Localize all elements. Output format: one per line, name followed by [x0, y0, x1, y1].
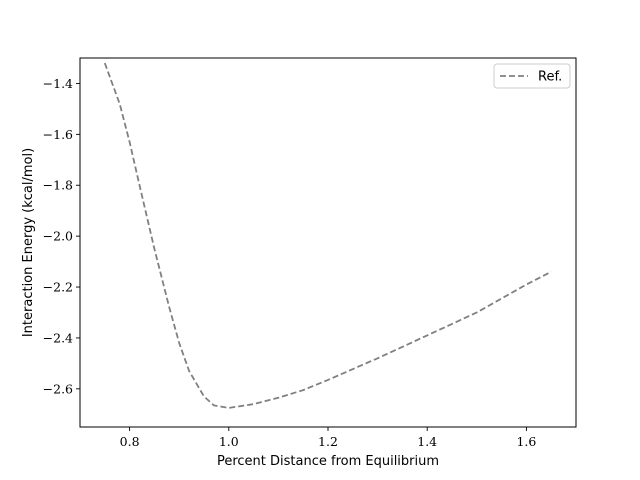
y-tick-label: −2.0 [43, 229, 73, 244]
y-axis: −1.4 −1.6 −1.8 −2.0 −2.2 −2.4 −2.6 [43, 76, 80, 396]
y-tick-label: −1.8 [43, 178, 73, 193]
x-axis-title: Percent Distance from Equilibrium [217, 454, 439, 469]
x-tick-label: 1.6 [516, 434, 536, 449]
series-line-0 [103, 62, 552, 409]
y-tick-label: −1.4 [43, 76, 73, 91]
legend: Ref. [493, 63, 571, 89]
x-tick-label: 1.4 [417, 434, 437, 449]
legend-box [493, 63, 571, 89]
y-axis-title: Interaction Energy (kcal/mol) [21, 148, 36, 337]
x-axis: 0.8 1.0 1.2 1.4 1.6 [120, 427, 536, 449]
x-tick-label: 1.2 [318, 434, 338, 449]
x-tick-label: 0.8 [120, 434, 140, 449]
x-tick-label: 1.0 [219, 434, 239, 449]
plot-frame [79, 57, 577, 428]
plot-area [79, 57, 577, 428]
y-tick-label: −2.4 [43, 330, 73, 345]
y-tick-label: −2.6 [43, 381, 73, 396]
y-tick-label: −1.6 [43, 127, 73, 142]
legend-label: Ref. [538, 70, 562, 85]
y-tick-label: −2.2 [43, 280, 73, 295]
